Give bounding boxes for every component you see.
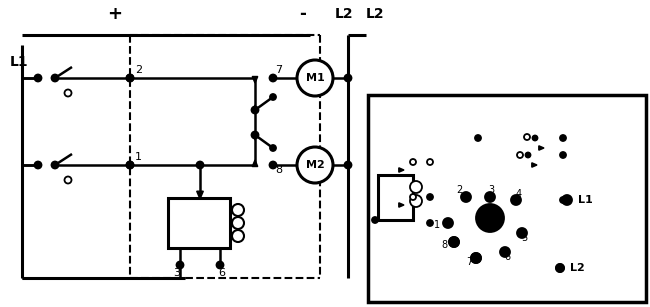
Circle shape <box>216 262 224 269</box>
Circle shape <box>34 161 42 169</box>
Circle shape <box>127 75 133 81</box>
Text: 8: 8 <box>275 165 282 175</box>
Text: L1: L1 <box>10 55 29 69</box>
Polygon shape <box>252 76 258 83</box>
Bar <box>378 175 413 220</box>
Circle shape <box>270 145 276 151</box>
Circle shape <box>511 195 521 205</box>
Circle shape <box>344 75 352 81</box>
Circle shape <box>500 247 510 257</box>
Polygon shape <box>399 203 404 207</box>
Polygon shape <box>252 105 258 111</box>
Circle shape <box>461 192 471 202</box>
Text: 7: 7 <box>275 65 282 75</box>
Circle shape <box>232 217 244 229</box>
Circle shape <box>51 161 58 169</box>
Text: M1: M1 <box>306 73 324 83</box>
Circle shape <box>443 218 453 228</box>
Text: +: + <box>107 5 122 23</box>
Text: 2: 2 <box>135 65 142 75</box>
Circle shape <box>524 134 530 140</box>
Circle shape <box>560 152 566 158</box>
Text: 4: 4 <box>516 189 522 199</box>
Circle shape <box>297 60 333 96</box>
Circle shape <box>556 264 564 272</box>
Text: 3: 3 <box>174 268 181 278</box>
Circle shape <box>177 262 183 269</box>
Text: L2: L2 <box>335 7 354 21</box>
Text: 5: 5 <box>521 233 527 243</box>
Circle shape <box>127 75 133 81</box>
Circle shape <box>270 75 276 81</box>
Polygon shape <box>532 163 537 167</box>
Circle shape <box>232 230 244 242</box>
Circle shape <box>525 153 530 157</box>
Circle shape <box>297 147 333 183</box>
Circle shape <box>562 195 572 205</box>
Circle shape <box>270 161 276 169</box>
Polygon shape <box>197 191 203 199</box>
Circle shape <box>127 161 133 169</box>
Text: 2: 2 <box>456 185 462 195</box>
Circle shape <box>471 253 481 263</box>
Circle shape <box>471 253 481 263</box>
Circle shape <box>556 264 564 272</box>
Circle shape <box>560 135 566 141</box>
Circle shape <box>560 197 566 203</box>
Text: 1: 1 <box>135 152 142 162</box>
Circle shape <box>232 204 244 216</box>
Circle shape <box>517 152 523 158</box>
Text: 6: 6 <box>218 268 226 278</box>
Polygon shape <box>252 160 258 166</box>
Circle shape <box>449 237 459 247</box>
Circle shape <box>34 75 42 81</box>
Text: L1: L1 <box>578 195 593 205</box>
Polygon shape <box>399 168 404 172</box>
Polygon shape <box>252 134 258 140</box>
Polygon shape <box>539 146 544 150</box>
Text: L2: L2 <box>570 263 585 273</box>
Circle shape <box>410 159 416 165</box>
Text: M2: M2 <box>306 160 324 170</box>
Bar <box>368 95 646 302</box>
Circle shape <box>532 135 538 141</box>
Circle shape <box>475 135 481 141</box>
Circle shape <box>64 177 72 184</box>
Circle shape <box>252 131 259 138</box>
Text: 8: 8 <box>441 240 447 250</box>
Circle shape <box>517 228 527 238</box>
Circle shape <box>410 194 416 200</box>
Circle shape <box>252 107 259 114</box>
Circle shape <box>427 159 433 165</box>
Circle shape <box>372 217 378 223</box>
Circle shape <box>344 161 352 169</box>
Circle shape <box>427 220 433 226</box>
Circle shape <box>196 161 203 169</box>
Circle shape <box>410 195 422 207</box>
Circle shape <box>449 237 459 247</box>
Circle shape <box>485 192 495 202</box>
Text: -: - <box>300 5 306 23</box>
Text: 3: 3 <box>488 185 494 195</box>
Circle shape <box>270 94 276 100</box>
Text: 1: 1 <box>434 220 440 230</box>
Text: L2: L2 <box>366 7 385 21</box>
Circle shape <box>410 181 422 193</box>
Circle shape <box>427 194 433 200</box>
Circle shape <box>476 204 504 232</box>
Circle shape <box>51 75 58 81</box>
Text: 7: 7 <box>466 257 472 267</box>
Circle shape <box>64 90 72 96</box>
Text: 6: 6 <box>504 252 510 262</box>
Circle shape <box>127 161 133 169</box>
Bar <box>168 198 230 248</box>
